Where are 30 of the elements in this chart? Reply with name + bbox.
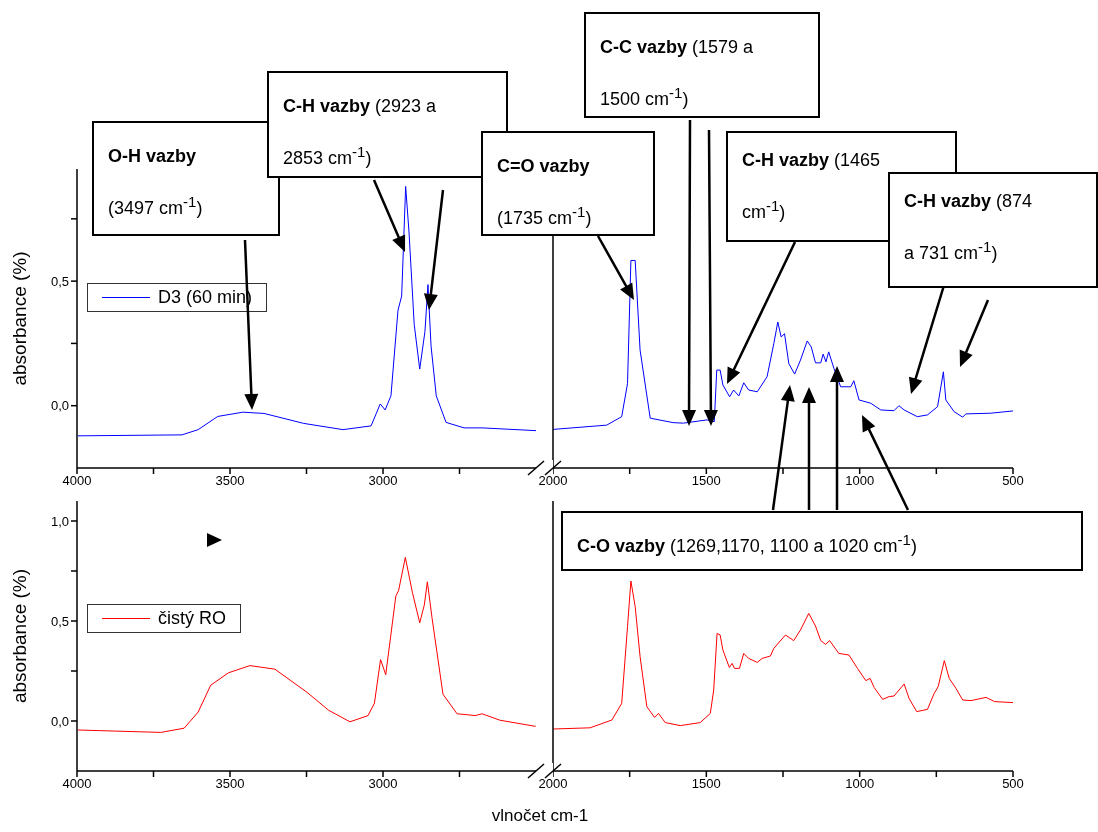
x-tick-label: 500 bbox=[1002, 473, 1024, 489]
callout-box: C-H vazby (874 a 731 cm$^{-1}$) bbox=[888, 172, 1098, 288]
x-tick-label: 3500 bbox=[215, 473, 245, 489]
callout-box: O-H vazby (3497 cm$^{-1}$) bbox=[92, 121, 280, 236]
x-tick-label: 4000 bbox=[62, 473, 92, 489]
annotation: C-O vazby (1269,1170, 1100 a 1020 cm$^{-1}$) bbox=[577, 531, 917, 556]
x-tick-label: 2000 bbox=[538, 473, 568, 489]
callout-box: C-O vazby (1269,1170, 1100 a 1020 cm$^{-1}$) bbox=[561, 511, 1083, 571]
x-tick-label: 4000 bbox=[62, 776, 92, 792]
y-tick-label: 1,0 bbox=[50, 513, 69, 529]
x-tick-label: 500 bbox=[1002, 776, 1024, 792]
legend-label: čistý RO bbox=[158, 607, 227, 629]
x-tick-label: 2000 bbox=[538, 776, 568, 792]
y-axis-title: absorbance (%) bbox=[8, 251, 30, 386]
callout-box: C=O vazby (1735 cm$^{-1}$) bbox=[481, 131, 655, 236]
x-axis-title: vlnočet cm-1 bbox=[490, 806, 590, 826]
y-tick-label: 0,0 bbox=[50, 398, 69, 414]
callout-box: C-C vazby (1579 a 1500 cm$^{-1}$) bbox=[584, 12, 820, 118]
y-tick-label: 0,5 bbox=[50, 273, 69, 289]
x-tick-label: 1500 bbox=[691, 776, 721, 792]
y-axis-title: absorbance (%) bbox=[8, 568, 30, 704]
x-tick-label: 1000 bbox=[845, 473, 875, 489]
x-tick-label: 1000 bbox=[845, 776, 875, 792]
line-series bbox=[77, 556, 536, 733]
y-tick-label: 0,0 bbox=[50, 713, 69, 729]
x-tick-label: 1500 bbox=[691, 473, 721, 489]
y-tick-label: 0,5 bbox=[50, 613, 69, 629]
x-tick-label: 3500 bbox=[215, 776, 245, 792]
x-tick-label: 3000 bbox=[368, 776, 398, 792]
x-tick-label: 3000 bbox=[368, 473, 398, 489]
